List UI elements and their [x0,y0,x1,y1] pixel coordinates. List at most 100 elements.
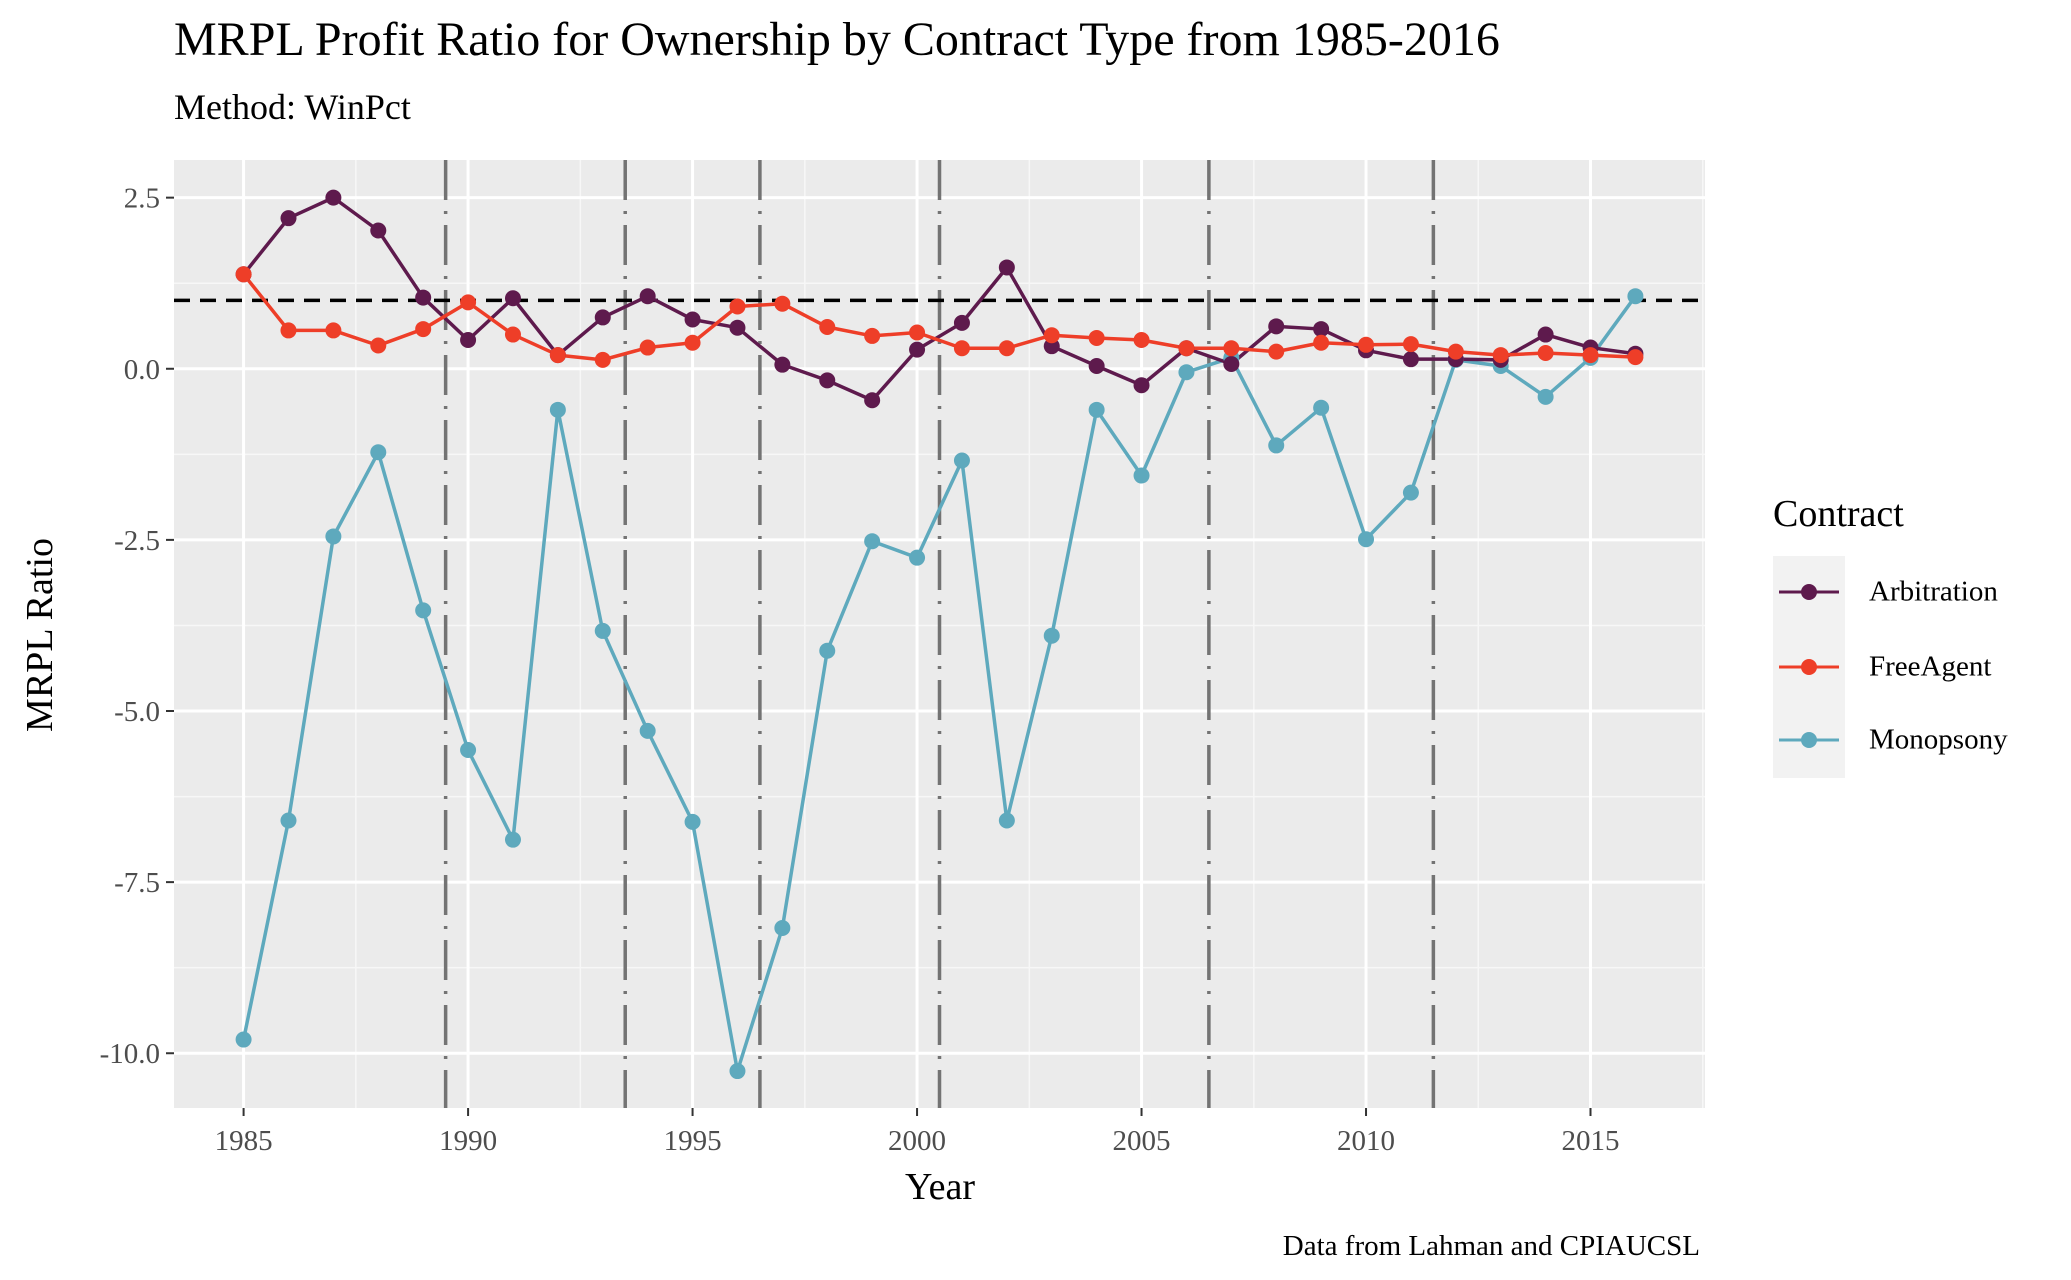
y-tick-label: 2.5 [124,183,160,215]
legend: Contract Arbitration FreeAgent Monopsony [1773,492,2008,778]
data-point-arbitration [1268,318,1285,335]
x-tick-label: 2005 [1113,1125,1171,1157]
data-point-freeagent [1268,343,1285,360]
data-point-arbitration [1223,355,1240,372]
data-point-monopsony [594,622,611,639]
data-point-arbitration [460,332,477,349]
data-point-freeagent [460,294,477,311]
data-point-freeagent [415,321,432,338]
legend-key-monopsony [1779,732,1839,748]
data-point-monopsony [864,533,881,550]
legend-item-freeagent: FreeAgent [1773,631,2071,703]
legend-title: Contract [1773,493,1904,535]
data-point-monopsony [235,1031,252,1048]
legend-label-freeagent: FreeAgent [1869,650,1992,683]
data-point-arbitration [998,259,1015,276]
data-point-arbitration [1088,358,1105,375]
data-point-freeagent [639,339,656,356]
data-point-arbitration [684,311,701,328]
data-point-freeagent [1223,340,1240,357]
chart-subtitle: Method: WinPct [174,87,411,127]
data-point-freeagent [1627,349,1644,366]
legend-label-arbitration: Arbitration [1869,575,1998,608]
y-tick-label: 0.0 [124,354,160,386]
chart-title: MRPL Profit Ratio for Ownership by Contr… [174,13,1500,66]
series-line-monopsony [241,295,1637,1073]
data-point-arbitration [774,356,791,373]
data-point-freeagent [864,327,881,344]
data-point-arbitration [280,210,297,227]
data-point-arbitration [370,222,387,239]
x-tick-label: 2000 [888,1125,946,1157]
data-point-monopsony [1088,401,1105,418]
x-tick-label: 1995 [664,1125,722,1157]
data-point-monopsony [909,549,926,566]
y-tick-label: -10.0 [100,1038,160,1070]
data-point-freeagent [998,340,1015,357]
data-point-monopsony [1133,467,1150,484]
data-point-arbitration [639,288,656,305]
data-point-monopsony [549,401,566,418]
data-point-arbitration [594,309,611,326]
y-tick-label: -7.5 [114,867,160,899]
data-point-monopsony [1402,484,1419,501]
data-point-arbitration [415,289,432,306]
x-tick-label: 1985 [215,1125,273,1157]
data-point-arbitration [819,372,836,389]
data-point-freeagent [684,334,701,351]
chart-caption: Data from Lahman and CPIAUCSL [1282,1230,1700,1262]
data-point-freeagent [504,326,521,343]
data-point-monopsony [639,722,656,739]
data-point-freeagent [953,340,970,357]
data-point-arbitration [864,392,881,409]
x-tick-label: 2015 [1562,1125,1620,1157]
data-point-monopsony [280,812,297,829]
data-point-freeagent [549,347,566,364]
data-point-monopsony [1268,437,1285,454]
data-point-monopsony [325,528,342,545]
data-point-freeagent [280,322,297,339]
data-point-arbitration [1133,377,1150,394]
data-point-monopsony [819,642,836,659]
data-point-arbitration [1043,338,1060,355]
data-point-freeagent [1088,329,1105,346]
data-point-monopsony [998,812,1015,829]
data-point-monopsony [729,1063,746,1080]
data-point-monopsony [953,452,970,469]
data-point-monopsony [1358,531,1375,548]
tick-labels: 1985 1990 1995 2000 2005 2010 2015 2.5 0.0 -2.5 -5… [100,183,1620,1157]
data-point-monopsony [370,444,387,461]
y-tick-label: -2.5 [114,525,160,557]
data-point-freeagent [1313,334,1330,351]
data-point-freeagent [729,298,746,315]
data-point-arbitration [729,319,746,336]
data-point-freeagent [1178,340,1195,357]
data-point-freeagent [1582,347,1599,364]
data-point-monopsony [504,831,521,848]
data-point-freeagent [1402,336,1419,353]
data-point-freeagent [1537,345,1554,362]
data-point-monopsony [1537,388,1554,405]
data-point-freeagent [1043,327,1060,344]
legend-key-freeagent [1779,659,1839,675]
series-points [235,189,1644,1080]
reference-lines [174,160,1705,1108]
data-point-arbitration [1537,326,1554,343]
data-point-freeagent [819,319,836,336]
y-tick-label: -5.0 [114,696,160,728]
data-point-freeagent [1133,332,1150,349]
legend-item-monopsony: Monopsony [1773,704,2071,776]
data-point-monopsony [1178,364,1195,381]
data-point-monopsony [1313,399,1330,416]
data-point-monopsony [774,919,791,936]
data-point-arbitration [1313,321,1330,338]
data-point-freeagent [235,266,252,283]
y-axis-label: MRPL Ratio [19,538,61,732]
data-point-freeagent [774,295,791,312]
data-point-freeagent [325,322,342,339]
x-axis-label: Year [904,1166,976,1208]
data-point-monopsony [460,742,477,759]
data-point-freeagent [370,337,387,354]
data-point-monopsony [1627,288,1644,305]
